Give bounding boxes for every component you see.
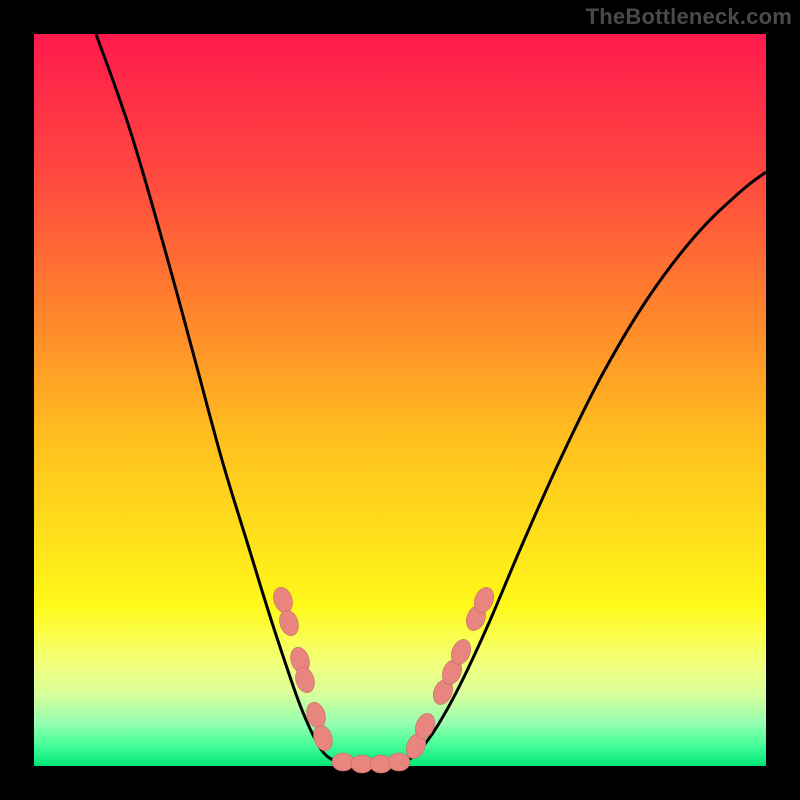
bottleneck-plot <box>0 0 800 800</box>
plot-background <box>34 34 766 766</box>
watermark-text: TheBottleneck.com <box>586 4 792 30</box>
chart-frame: TheBottleneck.com <box>0 0 800 800</box>
bead <box>332 753 354 771</box>
bead <box>388 753 410 771</box>
